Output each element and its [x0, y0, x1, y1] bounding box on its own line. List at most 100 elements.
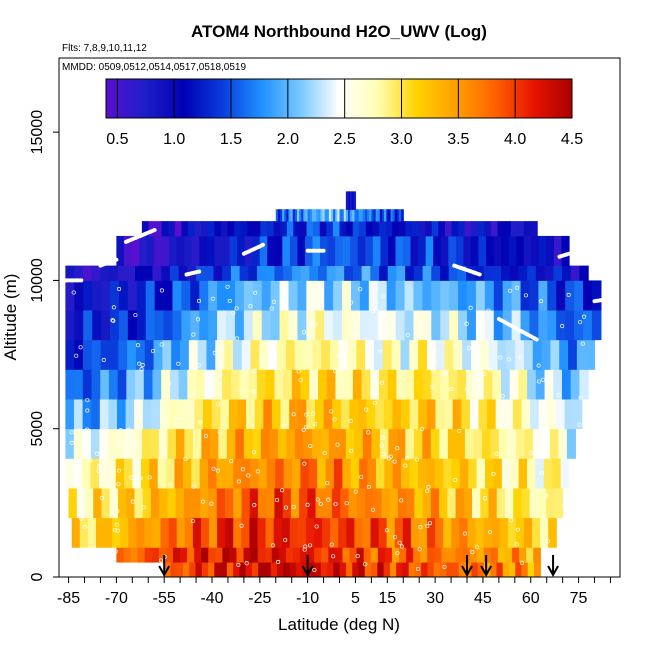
heatmap-cell — [174, 458, 184, 489]
heatmap-cell — [318, 265, 328, 281]
heatmap-cell — [316, 209, 319, 222]
heatmap-cell — [118, 339, 128, 370]
heatmap-cell — [154, 310, 165, 341]
heatmap-cell — [83, 280, 93, 311]
heatmap-cell — [504, 488, 514, 519]
heatmap-cell — [358, 209, 362, 222]
heatmap-cell — [171, 339, 181, 370]
heatmap-cell — [127, 310, 138, 341]
sample-point — [253, 290, 258, 295]
heatmap-cell — [305, 517, 315, 548]
heatmap-cell — [241, 517, 250, 548]
sample-point — [150, 348, 156, 354]
heatmap-cell — [283, 562, 291, 578]
heatmap-cell — [161, 265, 171, 281]
heatmap-cell — [176, 517, 186, 548]
heatmap-cell — [201, 547, 209, 563]
heatmap-cell — [258, 562, 266, 578]
heatmap-cell — [382, 209, 385, 222]
heatmap-cell — [234, 221, 242, 237]
heatmap-cell — [405, 428, 415, 459]
heatmap-cell — [591, 280, 602, 311]
heatmap-cell — [181, 280, 191, 311]
heatmap-cell — [426, 399, 437, 430]
sample-point — [470, 550, 475, 555]
heatmap-cell — [226, 310, 236, 341]
heatmap-cell — [406, 547, 414, 563]
heatmap-cell — [199, 235, 208, 266]
heatmap-cell — [123, 547, 132, 563]
heatmap-cell — [263, 399, 273, 430]
heatmap-cell — [359, 280, 370, 311]
heatmap-cell — [501, 235, 510, 266]
heatmap-cell — [458, 221, 466, 237]
heatmap-cell — [443, 458, 453, 489]
heatmap-cell — [546, 235, 555, 266]
y-axis: 0 5000 10000 15000 — [29, 110, 59, 581]
sample-point — [116, 468, 122, 473]
heatmap-cell — [257, 265, 267, 281]
heatmap-cell — [178, 369, 188, 400]
sample-point — [312, 567, 317, 573]
heatmap-cell — [182, 458, 192, 489]
heatmap-cell — [492, 265, 502, 281]
heatmap-cell — [480, 488, 490, 519]
heatmap-cell — [87, 517, 97, 548]
sample-point — [488, 530, 493, 535]
sample-point — [296, 369, 301, 374]
heatmap-cell — [538, 235, 547, 266]
heatmap-cell — [82, 458, 92, 489]
sample-point — [117, 286, 122, 292]
heatmap-cell — [199, 310, 209, 341]
sample-point — [74, 353, 79, 358]
heatmap-cell — [100, 339, 111, 370]
heatmap-cell — [410, 235, 419, 266]
heatmap-cell — [346, 517, 355, 548]
heatmap-cell — [120, 517, 129, 548]
heatmap-cell — [161, 369, 171, 400]
heatmap-cell — [163, 280, 174, 311]
heatmap-cell — [509, 265, 520, 281]
sample-point — [536, 379, 541, 384]
heatmap-cell — [178, 265, 188, 281]
heatmap-cell — [350, 209, 353, 222]
heatmap-cell — [538, 310, 548, 341]
sample-point — [378, 349, 383, 354]
heatmap-cell — [402, 517, 412, 548]
sample-point — [348, 418, 353, 424]
heatmap-cell — [493, 235, 502, 266]
sample-point — [147, 475, 152, 480]
sample-point — [349, 300, 354, 305]
heatmap-cell — [135, 339, 146, 370]
heatmap-cell — [361, 369, 371, 400]
sample-point — [571, 482, 577, 487]
heatmap-cell — [98, 458, 108, 489]
sample-point — [474, 545, 480, 550]
heatmap-cell — [203, 399, 213, 430]
y-tick-label: 0 — [29, 572, 46, 581]
heatmap-cell — [254, 399, 264, 430]
sample-point — [79, 480, 84, 485]
heatmap-cell — [112, 517, 121, 548]
sample-point — [115, 509, 120, 514]
sample-point — [312, 293, 317, 298]
sample-point — [325, 481, 330, 486]
heatmap-cell — [356, 339, 366, 370]
heatmap-cell — [318, 209, 321, 222]
heatmap-cell — [269, 428, 279, 459]
heatmap-cell — [479, 339, 490, 370]
heatmap-cell — [405, 369, 415, 400]
heatmap-cell — [208, 547, 216, 563]
heatmap-cell — [248, 265, 258, 281]
heatmap-cell — [222, 547, 231, 563]
sample-point — [111, 318, 116, 323]
sample-point — [518, 355, 523, 360]
heatmap-cell — [396, 209, 400, 222]
heatmap-cell — [508, 562, 516, 578]
heatmap-cell — [413, 310, 423, 341]
heatmap-cell — [250, 547, 259, 563]
heatmap-cell — [379, 369, 389, 400]
heatmap-cell — [371, 428, 381, 459]
heatmap-cell — [410, 517, 420, 548]
heatmap-cell — [270, 280, 281, 311]
